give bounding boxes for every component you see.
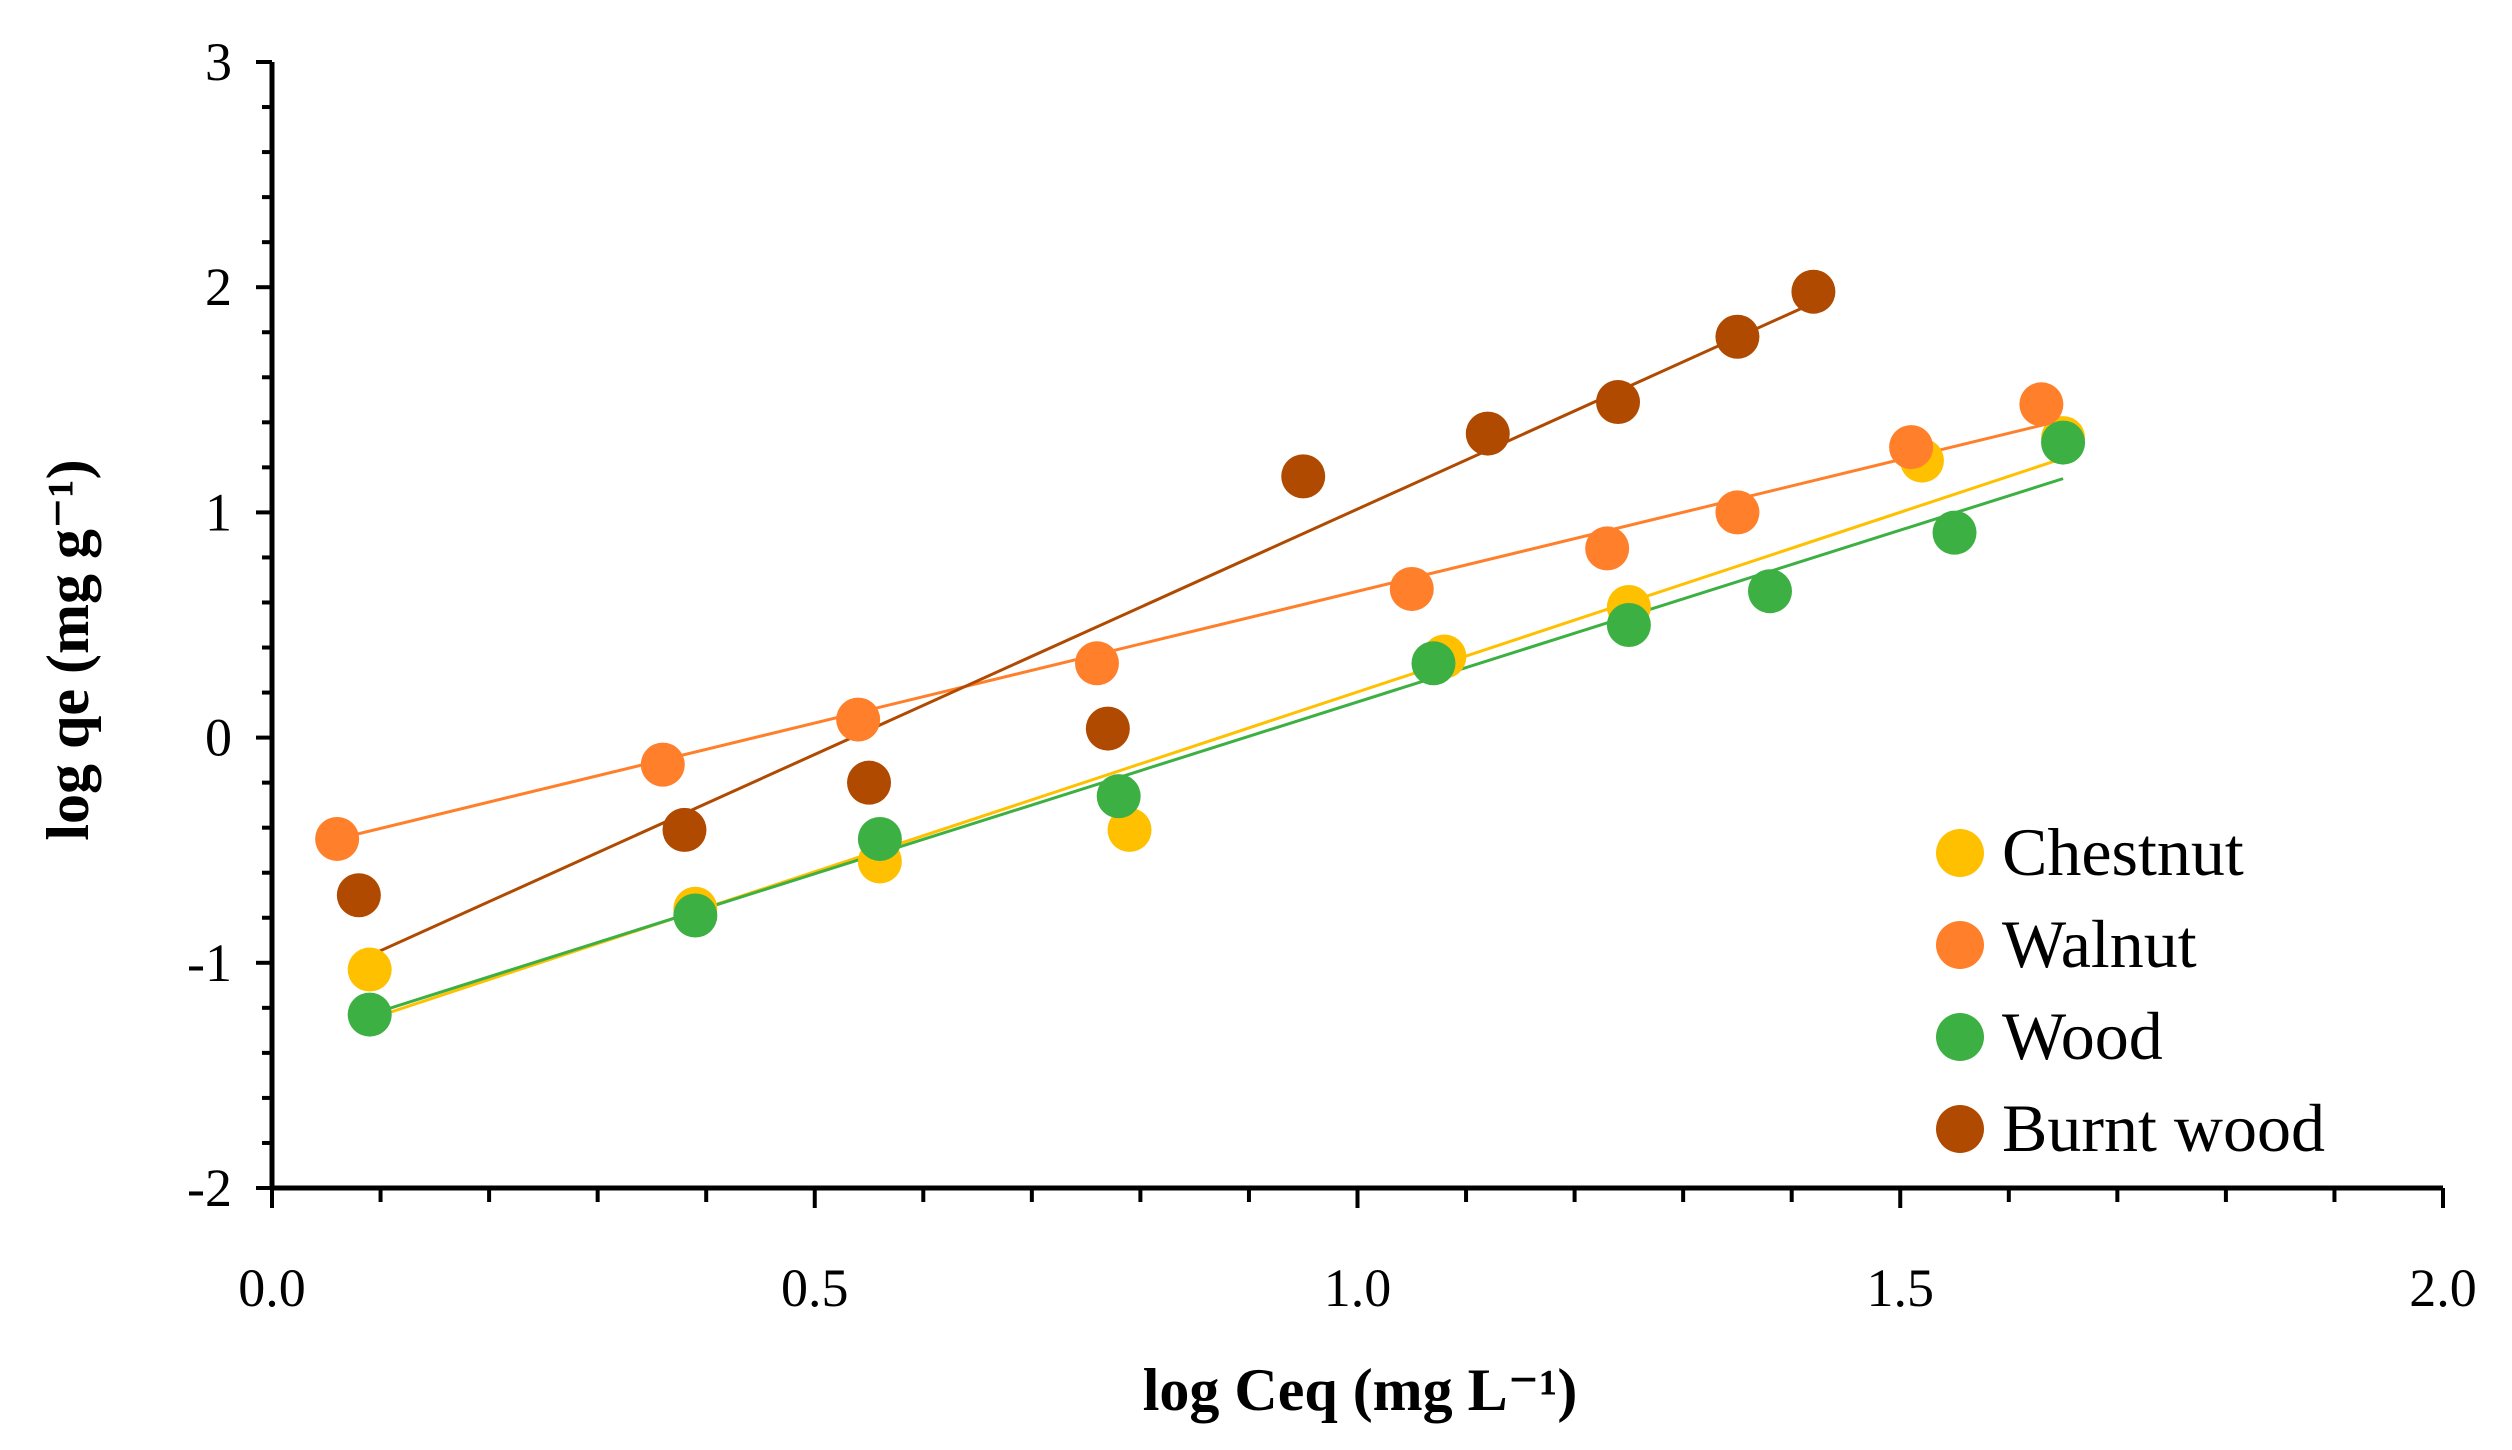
- legend-label-wood: Wood: [2002, 998, 2163, 1074]
- y-axis-title: log qe (mg g⁻¹): [35, 459, 101, 840]
- y-tick-label: 1: [205, 482, 232, 542]
- x-tick-label: 0.5: [781, 1258, 849, 1318]
- x-tick-label: 1.0: [1324, 1258, 1392, 1318]
- y-tick-label: -2: [187, 1158, 232, 1218]
- data-points: [315, 269, 2086, 1037]
- x-tick-label: 2.0: [2409, 1258, 2477, 1318]
- y-tick-label: 0: [205, 708, 232, 768]
- y-tick-label: 2: [205, 257, 232, 317]
- point-burnt-wood: [847, 760, 892, 805]
- point-wood: [1747, 569, 1792, 614]
- point-wood: [2041, 420, 2086, 465]
- y-tick-label: 3: [205, 32, 232, 92]
- point-walnut: [1389, 566, 1434, 611]
- trendline-walnut: [336, 418, 2064, 841]
- point-burnt-wood: [662, 807, 707, 852]
- legend-label-chestnut: Chestnut: [2002, 814, 2244, 890]
- trendline-wood: [369, 477, 2064, 1017]
- point-walnut: [315, 816, 360, 861]
- x-axis-title: log Ceq (mg L⁻¹): [1143, 1357, 1578, 1423]
- point-wood: [1411, 641, 1456, 686]
- point-burnt-wood: [1085, 706, 1130, 751]
- point-chestnut: [347, 947, 392, 992]
- point-burnt-wood: [1596, 380, 1641, 425]
- point-wood: [857, 816, 902, 861]
- point-walnut: [836, 697, 881, 742]
- legend-marker-burnt-wood: [1936, 1105, 1984, 1153]
- trendline-burnt-wood: [358, 301, 1815, 962]
- point-burnt-wood: [336, 873, 381, 918]
- point-wood: [347, 992, 392, 1037]
- point-walnut: [1889, 425, 1934, 470]
- trendlines: [336, 301, 2064, 1021]
- axes: -2 -1 0 1 2 3 0.0 0.5 1.0 1.5 2.0: [187, 32, 2477, 1318]
- point-burnt-wood: [1791, 269, 1836, 314]
- point-chestnut: [1107, 807, 1152, 852]
- point-wood: [1932, 510, 1977, 555]
- x-tick-label: 0.0: [238, 1258, 306, 1318]
- point-walnut: [1074, 641, 1119, 686]
- point-wood: [1606, 603, 1651, 647]
- point-walnut: [1715, 490, 1760, 535]
- legend-label-walnut: Walnut: [2002, 906, 2197, 982]
- x-tick-label: 1.5: [1867, 1258, 1935, 1318]
- y-tick-label: -1: [187, 933, 232, 993]
- point-burnt-wood: [1281, 454, 1326, 499]
- point-walnut: [2019, 382, 2064, 427]
- point-walnut: [640, 742, 685, 787]
- point-burnt-wood: [1465, 411, 1510, 456]
- point-walnut: [1585, 526, 1630, 571]
- legend-label-burnt-wood: Burnt wood: [2002, 1090, 2325, 1166]
- legend-marker-walnut: [1936, 921, 1984, 969]
- legend-marker-chestnut: [1936, 829, 1984, 877]
- point-burnt-wood: [1715, 314, 1760, 359]
- point-wood: [1096, 774, 1141, 819]
- legend: Chestnut Walnut Wood Burnt wood: [1936, 814, 2325, 1166]
- legend-marker-wood: [1936, 1013, 1984, 1061]
- point-wood: [673, 893, 718, 938]
